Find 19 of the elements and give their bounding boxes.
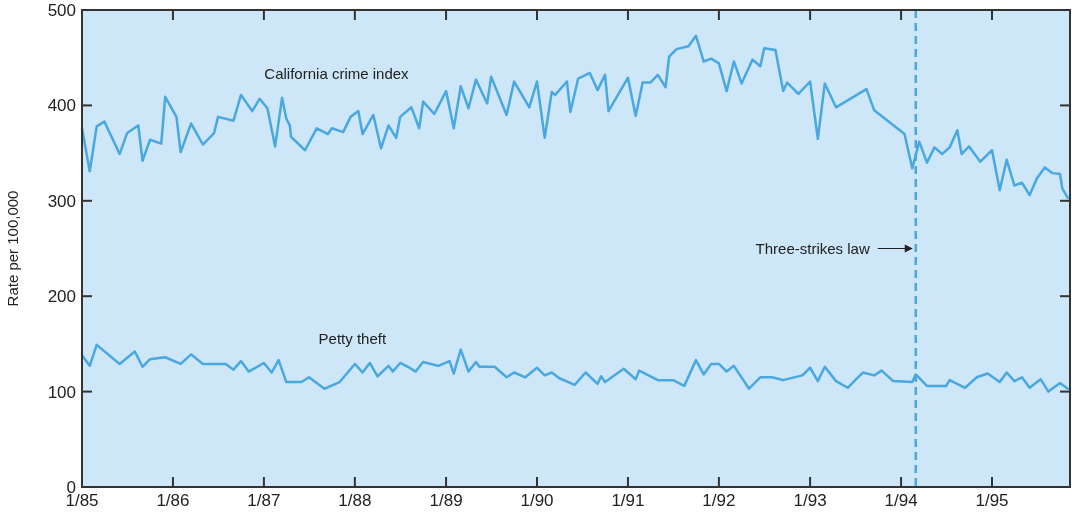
x-tick-label: 1/87 [247, 491, 281, 510]
y-tick-label: 300 [47, 191, 76, 211]
y-tick-label: 200 [47, 287, 76, 307]
x-tick-label: 1/90 [520, 491, 554, 510]
x-tick-label: 1/93 [793, 491, 827, 510]
series-label: Petty theft [318, 330, 387, 348]
x-tick-label: 1/95 [975, 491, 1009, 510]
x-tick-label: 1/92 [702, 491, 736, 510]
series-label: California crime index [264, 64, 410, 82]
x-tick-label: 1/89 [429, 491, 463, 510]
y-axis-title: Rate per 100,000 [4, 190, 21, 307]
ref-line-label: Three-strikes law [755, 239, 870, 257]
x-tick-label: 1/88 [338, 491, 372, 510]
x-tick-label: 1/94 [884, 491, 918, 510]
x-tick-label: 1/86 [156, 491, 190, 510]
y-tick-label: 500 [47, 1, 76, 20]
y-tick-label: 400 [47, 96, 76, 116]
x-tick-label: 1/91 [611, 491, 645, 510]
y-tick-label: 100 [47, 382, 76, 402]
